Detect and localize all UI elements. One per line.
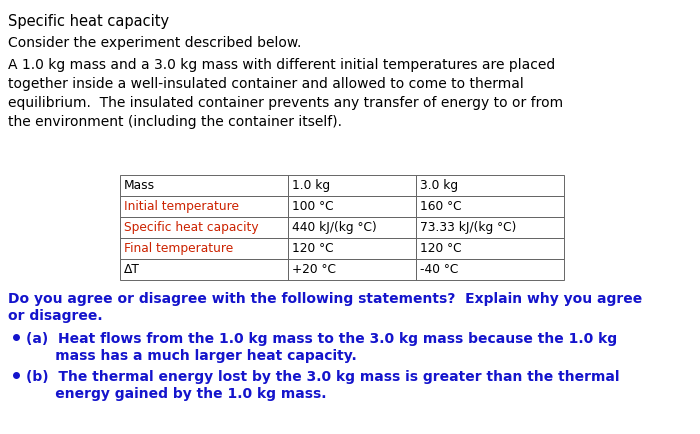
Text: or disagree.: or disagree. bbox=[8, 309, 103, 323]
Text: +20 °C: +20 °C bbox=[292, 263, 336, 276]
Text: energy gained by the 1.0 kg mass.: energy gained by the 1.0 kg mass. bbox=[26, 387, 326, 401]
Text: Specific heat capacity: Specific heat capacity bbox=[8, 14, 169, 29]
Text: 1.0 kg: 1.0 kg bbox=[292, 179, 330, 192]
Text: 120 °C: 120 °C bbox=[292, 242, 334, 255]
Bar bbox=[288, 175, 416, 196]
Text: mass has a much larger heat capacity.: mass has a much larger heat capacity. bbox=[26, 349, 357, 363]
Bar bbox=[416, 217, 564, 238]
Bar bbox=[416, 196, 564, 217]
Bar bbox=[288, 238, 416, 259]
Text: A 1.0 kg mass and a 3.0 kg mass with different initial temperatures are placed
t: A 1.0 kg mass and a 3.0 kg mass with dif… bbox=[8, 58, 563, 129]
Text: Initial temperature: Initial temperature bbox=[124, 200, 239, 213]
Bar bbox=[416, 175, 564, 196]
Bar bbox=[120, 175, 288, 196]
Bar bbox=[288, 259, 416, 280]
Text: 440 kJ/(kg °C): 440 kJ/(kg °C) bbox=[292, 221, 377, 234]
Bar bbox=[120, 238, 288, 259]
Text: ΔT: ΔT bbox=[124, 263, 140, 276]
Text: 73.33 kJ/(kg °C): 73.33 kJ/(kg °C) bbox=[420, 221, 517, 234]
Text: Do you agree or disagree with the following statements?  Explain why you agree: Do you agree or disagree with the follow… bbox=[8, 292, 643, 306]
Bar bbox=[416, 259, 564, 280]
Bar bbox=[416, 238, 564, 259]
Text: (a)  Heat flows from the 1.0 kg mass to the 3.0 kg mass because the 1.0 kg: (a) Heat flows from the 1.0 kg mass to t… bbox=[26, 332, 617, 346]
Text: Specific heat capacity: Specific heat capacity bbox=[124, 221, 258, 234]
Bar bbox=[288, 196, 416, 217]
Text: 3.0 kg: 3.0 kg bbox=[420, 179, 458, 192]
Bar bbox=[288, 217, 416, 238]
Bar bbox=[120, 259, 288, 280]
Text: 100 °C: 100 °C bbox=[292, 200, 334, 213]
Bar bbox=[120, 217, 288, 238]
Text: Consider the experiment described below.: Consider the experiment described below. bbox=[8, 36, 302, 50]
Text: 120 °C: 120 °C bbox=[420, 242, 461, 255]
Text: -40 °C: -40 °C bbox=[420, 263, 459, 276]
Text: 160 °C: 160 °C bbox=[420, 200, 461, 213]
Text: Final temperature: Final temperature bbox=[124, 242, 233, 255]
Text: Mass: Mass bbox=[124, 179, 155, 192]
Text: (b)  The thermal energy lost by the 3.0 kg mass is greater than the thermal: (b) The thermal energy lost by the 3.0 k… bbox=[26, 370, 620, 384]
Bar bbox=[120, 196, 288, 217]
